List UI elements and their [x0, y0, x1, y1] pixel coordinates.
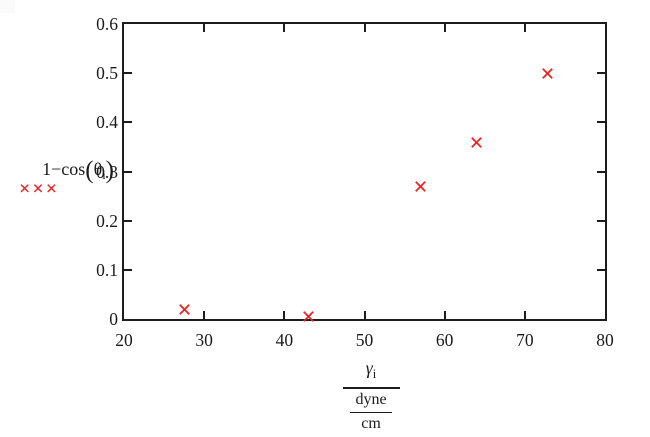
data-point-marker — [178, 303, 190, 315]
x-tick-bottom — [363, 311, 366, 319]
close-paren: ) — [105, 157, 114, 184]
x-axis-title-unit-numerator: dyne — [355, 390, 387, 408]
x-axis-title-unit-denominator: cm — [361, 415, 381, 433]
data-point-marker — [303, 311, 314, 322]
x-tick-top — [203, 24, 206, 32]
x-tick-label: 20 — [115, 330, 133, 350]
y-tick-right — [597, 121, 605, 124]
plot-area — [122, 22, 607, 321]
fraction-bar-unit — [350, 411, 392, 414]
theta-symbol: θ — [93, 159, 103, 179]
x-tick-top — [283, 24, 286, 32]
y-tick-left — [124, 170, 132, 173]
x-tick-label: 40 — [275, 330, 294, 350]
y-tick-left — [124, 121, 132, 124]
y-tick-left — [124, 72, 132, 75]
x-axis-title: γi dyne cm — [338, 358, 404, 433]
fraction-bar-main — [342, 387, 400, 389]
x-axis-title-numerator: γi — [338, 358, 404, 384]
x-tick-label: 70 — [516, 330, 534, 350]
y-tick-left — [124, 219, 132, 222]
y-tick-right — [597, 72, 605, 75]
x-tick-bottom — [443, 311, 446, 319]
y-axis-title: 1−cos(θi) — [18, 157, 114, 187]
y-tick-right — [597, 170, 605, 173]
corner-artifact — [0, 0, 15, 13]
x-tick-bottom — [283, 311, 286, 319]
x-tick-label: 80 — [596, 330, 614, 350]
x-tick-bottom — [203, 311, 206, 319]
theta-subscript: i — [102, 168, 106, 182]
data-point-marker — [541, 67, 553, 79]
gamma-symbol: γ — [365, 358, 373, 378]
data-point-marker — [471, 136, 483, 148]
y-axis-title-function: 1−cos — [42, 159, 86, 179]
y-tick-label: 0.5 — [96, 63, 118, 84]
x-tick-bottom — [523, 311, 526, 319]
y-tick-label: 0.3 — [96, 161, 118, 182]
y-tick-label: 0.4 — [96, 112, 118, 133]
x-tick-top — [523, 24, 526, 32]
x-tick-top — [443, 24, 446, 32]
y-tick-right — [597, 219, 605, 222]
x-tick-label: 30 — [195, 330, 213, 350]
x-tick-label: 60 — [435, 330, 454, 350]
y-tick-label: 0.2 — [96, 210, 118, 231]
x-tick-label: 50 — [355, 330, 374, 350]
y-tick-left — [124, 268, 132, 271]
data-point-marker — [415, 180, 426, 192]
y-tick-right — [597, 268, 605, 271]
gamma-subscript: i — [372, 367, 377, 381]
y-tick-label: 0.1 — [96, 259, 118, 280]
x-tick-top — [363, 24, 366, 32]
trace-legend-markers: ××× — [19, 178, 60, 200]
y-tick-label: 0.6 — [96, 14, 118, 34]
open-paren: ( — [85, 157, 94, 184]
y-tick-label: 0 — [109, 309, 118, 329]
